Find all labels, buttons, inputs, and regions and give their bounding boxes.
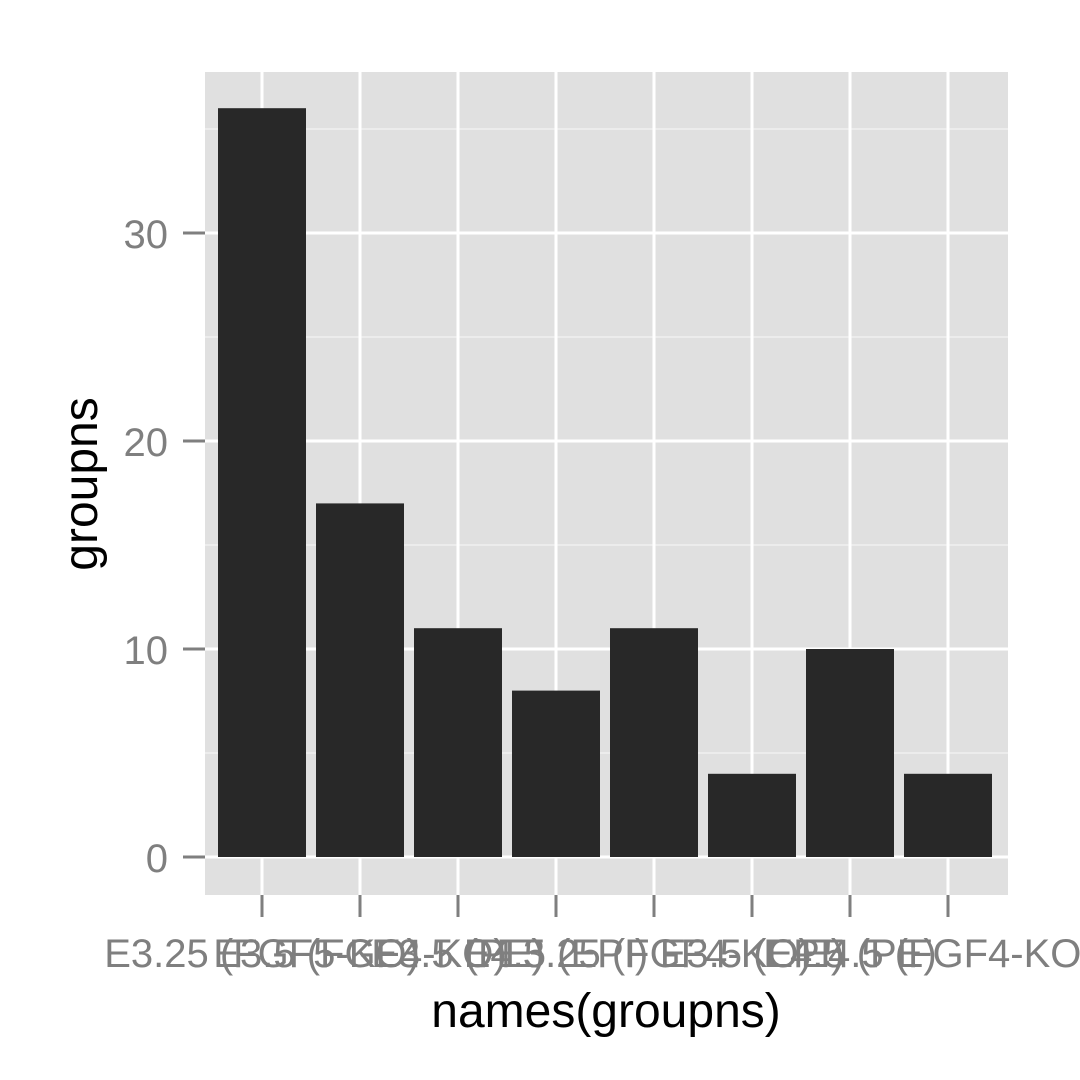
bar	[904, 773, 992, 857]
y-axis: 0 10 20 30	[124, 213, 205, 881]
bar	[316, 503, 404, 857]
y-tick-label: 0	[146, 837, 168, 881]
bar	[806, 649, 894, 857]
x-axis-title: names(groupns)	[431, 985, 781, 1038]
x-tick-label: E4.5 (PE)	[763, 932, 936, 976]
x-tick-label: E4.5 (EPI)	[464, 932, 649, 976]
x-tick-label: E3.25 (FGF4-KO)	[496, 932, 812, 976]
y-tick-label: 30	[124, 213, 169, 257]
bar	[414, 628, 502, 857]
y-tick-label: 20	[124, 421, 169, 465]
y-axis-title: groupns	[55, 397, 108, 570]
x-tick-label: E3.5 (FGF4-KO)	[213, 932, 506, 976]
bar	[512, 690, 600, 857]
x-tick-label: E3.5 (PE)	[371, 932, 544, 976]
x-tick-label: E3.5 (EPI)	[660, 932, 845, 976]
y-tick-label: 10	[124, 629, 169, 673]
x-axis: E3.25 (FGF5-KO)E3.5 (FGF4-KO)E3.5 (PE)E4…	[104, 895, 1080, 976]
bars	[218, 108, 992, 857]
bar	[610, 628, 698, 857]
x-tick-label: E3.25 (FGF5-KO)	[104, 932, 420, 976]
x-tick-label: E4.5 (FGF4-KO)	[801, 932, 1080, 976]
bar	[708, 773, 796, 857]
bar	[218, 108, 306, 857]
